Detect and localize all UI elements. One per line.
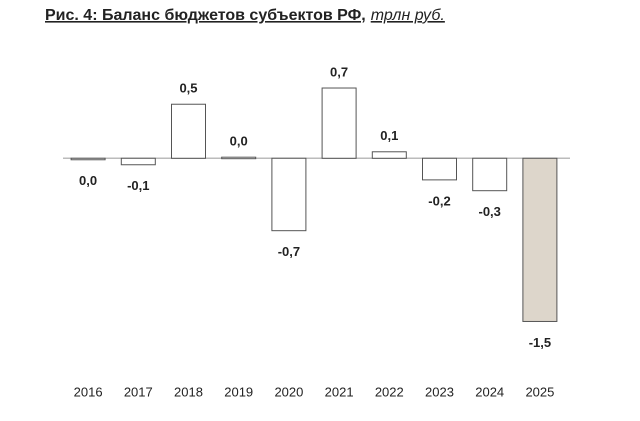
title-main: Рис. 4: Баланс бюджетов субъектов РФ, [45, 7, 366, 24]
bar [371, 151, 407, 159]
value-label: 0,0 [79, 173, 97, 188]
bar [70, 157, 106, 161]
x-tick-label: 2023 [425, 384, 454, 399]
value-label: -0,1 [127, 178, 149, 193]
x-tick-label: 2022 [375, 384, 404, 399]
value-label: -1,5 [529, 335, 551, 350]
x-tick-label: 2024 [475, 384, 504, 399]
bar [120, 157, 156, 166]
bar [472, 157, 508, 192]
x-tick-label: 2025 [525, 384, 554, 399]
value-label: -0,3 [478, 204, 500, 219]
chart-title: Рис. 4: Баланс бюджетов субъектов РФ, трл… [45, 7, 445, 24]
bar [271, 157, 307, 232]
x-tick-label: 2020 [274, 384, 303, 399]
bar [321, 87, 357, 159]
x-tick-label: 2021 [325, 384, 354, 399]
value-label: 0,0 [230, 134, 248, 149]
value-label: 0,7 [330, 64, 348, 79]
bar [422, 157, 457, 181]
bar [522, 157, 558, 322]
x-tick-label: 2017 [124, 384, 153, 399]
value-label: 0,5 [179, 81, 197, 96]
x-tick-label: 2016 [74, 384, 103, 399]
x-tick-label: 2019 [224, 384, 253, 399]
bar [171, 103, 206, 159]
value-label: 0,1 [380, 128, 398, 143]
value-label: -0,2 [428, 193, 450, 208]
bar [221, 156, 257, 160]
value-label: -0,7 [278, 244, 300, 259]
title-unit: трлн руб. [371, 7, 445, 24]
x-tick-label: 2018 [174, 384, 203, 399]
